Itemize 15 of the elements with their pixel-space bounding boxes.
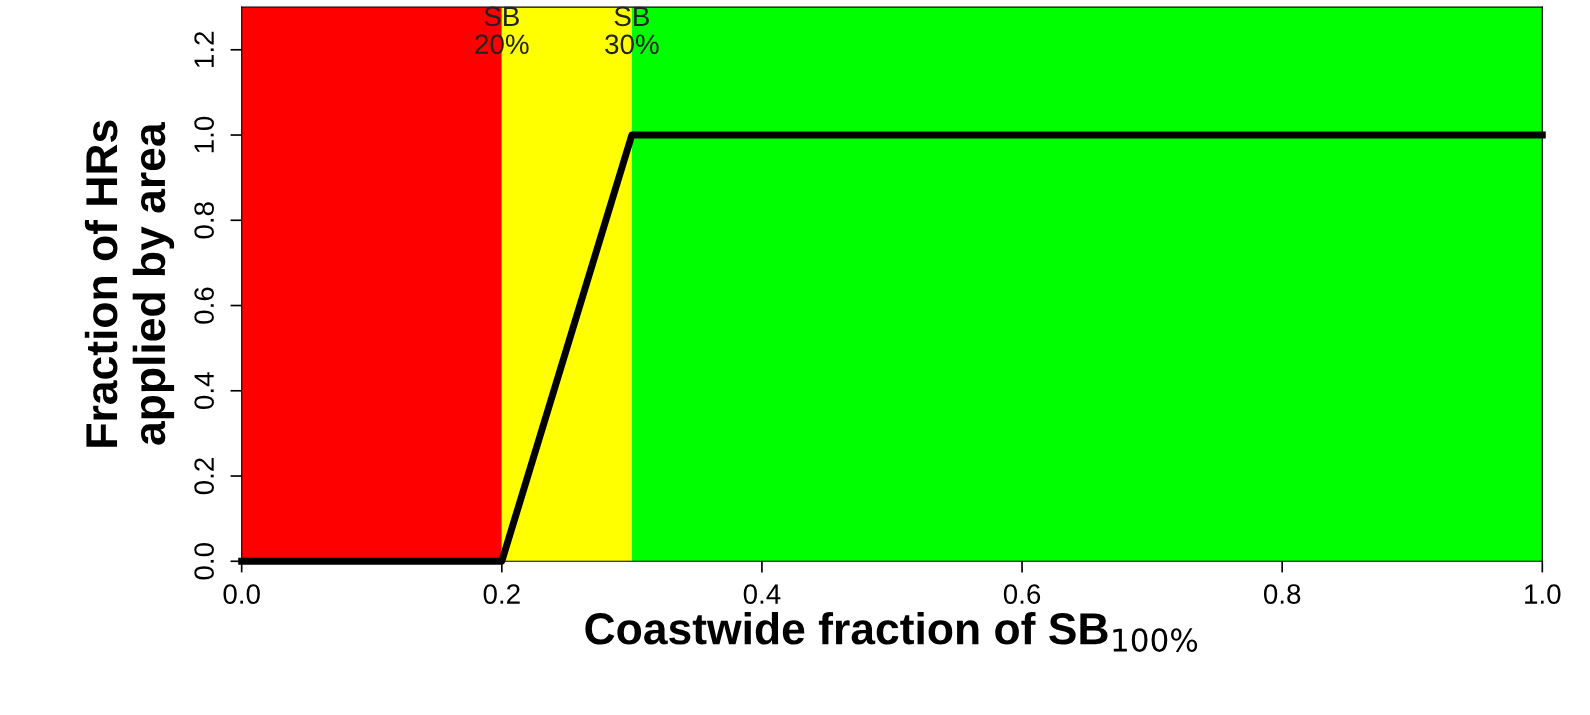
x-tick-label: 1.0 [1525, 584, 1561, 604]
y-tick-label: 0.0 [194, 543, 214, 580]
y-tick-label: 0.4 [194, 372, 214, 409]
x-tick-label: 0.0 [223, 584, 260, 604]
x-tick-label: 0.4 [743, 584, 781, 604]
x-axis-title: Coastwide fraction of SB$_{100%}$ [585, 611, 1198, 652]
x-tick-label: 0.6 [1003, 584, 1041, 604]
y-tick-label: 1.2 [194, 31, 214, 67]
y-axis-title: Fraction of HRs applied by area [84, 120, 175, 447]
x-tick-label: 0.8 [1263, 584, 1301, 604]
y-tick-label: 1.0 [194, 116, 214, 153]
y-tick-label: 0.8 [194, 202, 214, 239]
y-tick-label: 0.6 [194, 287, 214, 324]
y-tick-label: 0.2 [194, 458, 214, 495]
x-tick-label: 0.2 [483, 584, 520, 604]
